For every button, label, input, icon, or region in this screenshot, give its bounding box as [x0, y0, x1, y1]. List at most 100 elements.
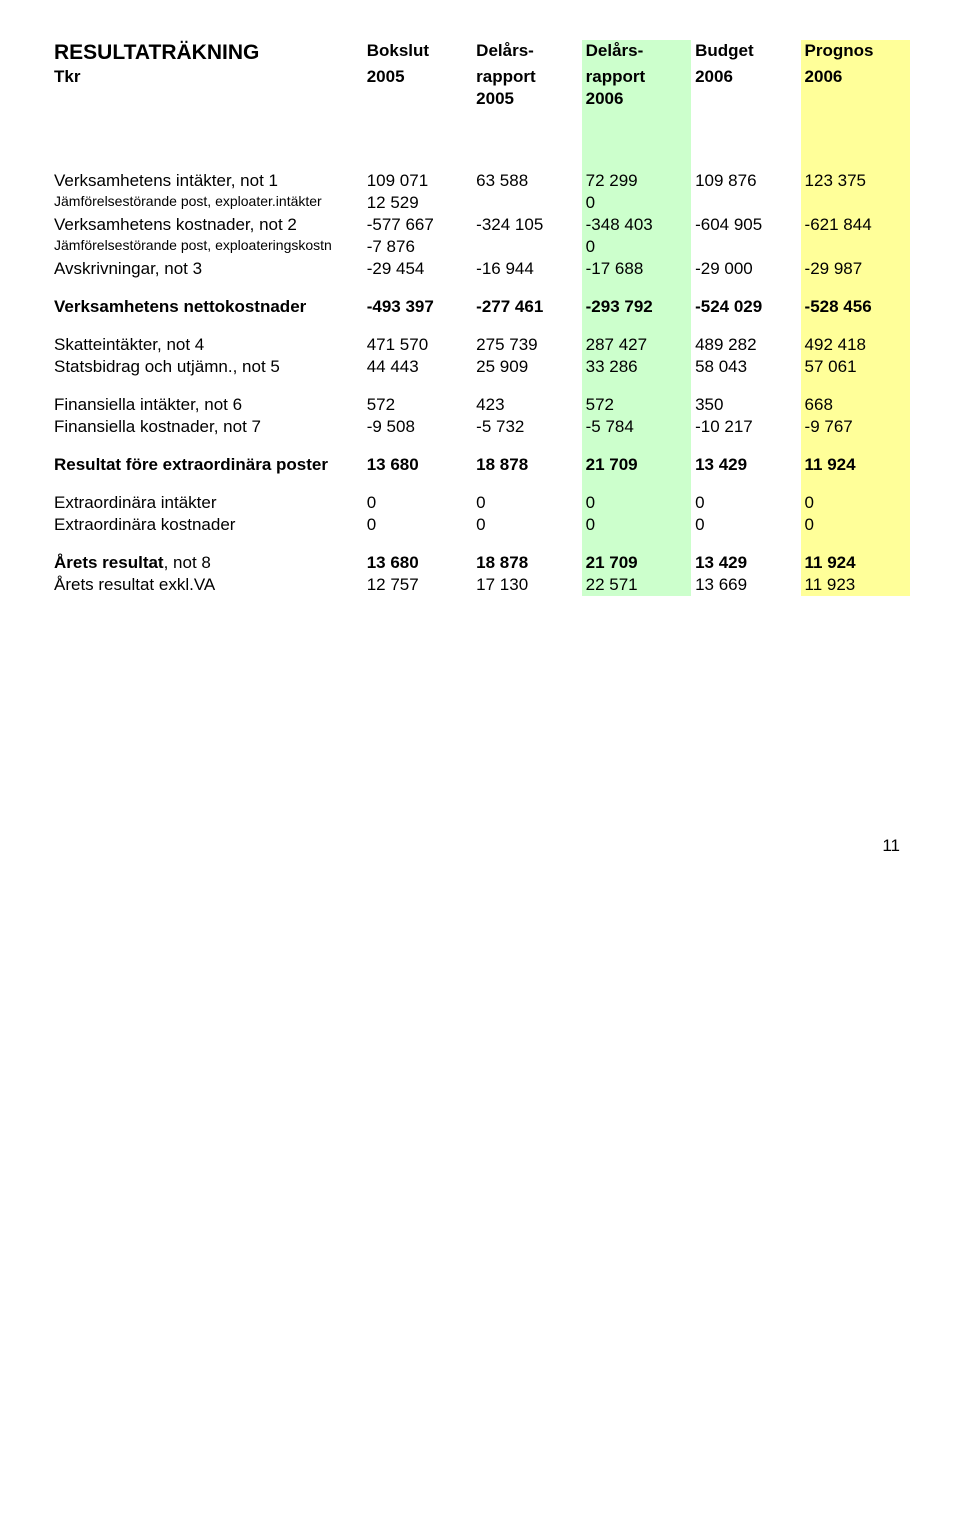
cell: 572 [582, 394, 691, 416]
row-label: Extraordinära intäkter [50, 492, 363, 514]
cell: 18 878 [472, 552, 581, 574]
cell: 13 669 [691, 574, 800, 596]
cell: -29 000 [691, 258, 800, 280]
table-row: Finansiella intäkter, not 6 572 423 572 … [50, 394, 910, 416]
header-row-1: RESULTATRÄKNING Bokslut Delårs- Delårs- … [50, 40, 910, 66]
col3-h1: Delårs- [582, 40, 691, 66]
cell: 492 418 [801, 334, 910, 356]
cell: 0 [363, 492, 472, 514]
col1-h3 [363, 88, 472, 110]
cell: -604 905 [691, 214, 800, 236]
row-label: Avskrivningar, not 3 [50, 258, 363, 280]
cell: -324 105 [472, 214, 581, 236]
col2-h2: rapport [472, 66, 581, 88]
cell: -17 688 [582, 258, 691, 280]
col4-h3 [691, 88, 800, 110]
cell [691, 236, 800, 258]
col2-h3: 2005 [472, 88, 581, 110]
cell: 572 [363, 394, 472, 416]
cell: 275 739 [472, 334, 581, 356]
cell: -577 667 [363, 214, 472, 236]
cell: 109 876 [691, 170, 800, 192]
row-label: Verksamhetens intäkter, not 1 [50, 170, 363, 192]
row-label: Jämförelsestörande post, exploater.intäk… [50, 192, 363, 214]
cell: 0 [363, 514, 472, 536]
cell: -29 454 [363, 258, 472, 280]
cell: 58 043 [691, 356, 800, 378]
table-row: Avskrivningar, not 3 -29 454 -16 944 -17… [50, 258, 910, 280]
header-row-3: 2005 2006 [50, 88, 910, 110]
table-row: Skatteintäkter, not 4 471 570 275 739 28… [50, 334, 910, 356]
cell: -528 456 [801, 296, 910, 318]
cell [801, 236, 910, 258]
cell: 72 299 [582, 170, 691, 192]
cell: -5 784 [582, 416, 691, 438]
cell: 123 375 [801, 170, 910, 192]
cell: 21 709 [582, 454, 691, 476]
cell [472, 192, 581, 214]
cell: -7 876 [363, 236, 472, 258]
cell: 287 427 [582, 334, 691, 356]
cell: 350 [691, 394, 800, 416]
cell: 0 [691, 492, 800, 514]
cell: 12 757 [363, 574, 472, 596]
cell: 0 [582, 192, 691, 214]
cell [801, 192, 910, 214]
cell: 57 061 [801, 356, 910, 378]
cell: 12 529 [363, 192, 472, 214]
table-row: Extraordinära intäkter 0 0 0 0 0 [50, 492, 910, 514]
table-row: Jämförelsestörande post, exploateringsko… [50, 236, 910, 258]
row-label: Resultat före extraordinära poster [50, 454, 363, 476]
cell: 18 878 [472, 454, 581, 476]
cell: 0 [801, 514, 910, 536]
col5-h1: Prognos [801, 40, 910, 66]
cell: 44 443 [363, 356, 472, 378]
arets-resultat-row: Årets resultat, not 8 13 680 18 878 21 7… [50, 552, 910, 574]
cell: -293 792 [582, 296, 691, 318]
col4-h2: 2006 [691, 66, 800, 88]
cell: 0 [691, 514, 800, 536]
cell: 13 429 [691, 552, 800, 574]
cell: 11 923 [801, 574, 910, 596]
cell: -5 732 [472, 416, 581, 438]
col5-h3 [801, 88, 910, 110]
row-label: Årets resultat, not 8 [50, 552, 363, 574]
cell: 668 [801, 394, 910, 416]
cell: 17 130 [472, 574, 581, 596]
cell: 0 [582, 514, 691, 536]
cell: -10 217 [691, 416, 800, 438]
cell: 33 286 [582, 356, 691, 378]
cell [691, 192, 800, 214]
row-label: Finansiella kostnader, not 7 [50, 416, 363, 438]
cell: 0 [472, 492, 581, 514]
cell: 0 [582, 236, 691, 258]
cell: 109 071 [363, 170, 472, 192]
table-row: Verksamhetens kostnader, not 2 -577 667 … [50, 214, 910, 236]
cell: 471 570 [363, 334, 472, 356]
row-label: Extraordinära kostnader [50, 514, 363, 536]
cell: 13 429 [691, 454, 800, 476]
cell: 0 [801, 492, 910, 514]
col1-h2: 2005 [363, 66, 472, 88]
table-row: Statsbidrag och utjämn., not 5 44 443 25… [50, 356, 910, 378]
row-label: Verksamhetens kostnader, not 2 [50, 214, 363, 236]
cell: 13 680 [363, 552, 472, 574]
cell: 11 924 [801, 454, 910, 476]
col5-h2: 2006 [801, 66, 910, 88]
cell: 13 680 [363, 454, 472, 476]
cell: -524 029 [691, 296, 800, 318]
row-label: Finansiella intäkter, not 6 [50, 394, 363, 416]
cell: 489 282 [691, 334, 800, 356]
col4-h1: Budget [691, 40, 800, 66]
row-label: Årets resultat exkl.VA [50, 574, 363, 596]
page-number: 11 [50, 836, 910, 856]
title-cell: RESULTATRÄKNING [50, 40, 363, 66]
resultat-extra-row: Resultat före extraordinära poster 13 68… [50, 454, 910, 476]
table-row: Finansiella kostnader, not 7 -9 508 -5 7… [50, 416, 910, 438]
cell: 0 [472, 514, 581, 536]
cell [472, 236, 581, 258]
row-label: Statsbidrag och utjämn., not 5 [50, 356, 363, 378]
table-row: Verksamhetens intäkter, not 1 109 071 63… [50, 170, 910, 192]
cell: -493 397 [363, 296, 472, 318]
row-label: Jämförelsestörande post, exploateringsko… [50, 236, 363, 258]
